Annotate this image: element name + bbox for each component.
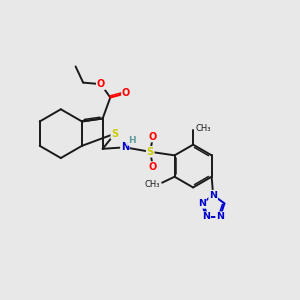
Text: N: N	[198, 199, 206, 208]
Text: S: S	[147, 147, 154, 157]
Text: N: N	[209, 191, 217, 200]
Text: N: N	[121, 142, 129, 152]
Text: CH₃: CH₃	[144, 180, 160, 189]
Text: H: H	[128, 136, 135, 145]
Text: S: S	[111, 129, 118, 139]
Text: CH₃: CH₃	[196, 124, 211, 133]
Text: O: O	[149, 132, 157, 142]
Text: O: O	[122, 88, 130, 98]
Text: O: O	[149, 162, 157, 172]
Text: O: O	[97, 79, 105, 89]
Text: N: N	[202, 212, 210, 221]
Text: N: N	[216, 212, 224, 221]
